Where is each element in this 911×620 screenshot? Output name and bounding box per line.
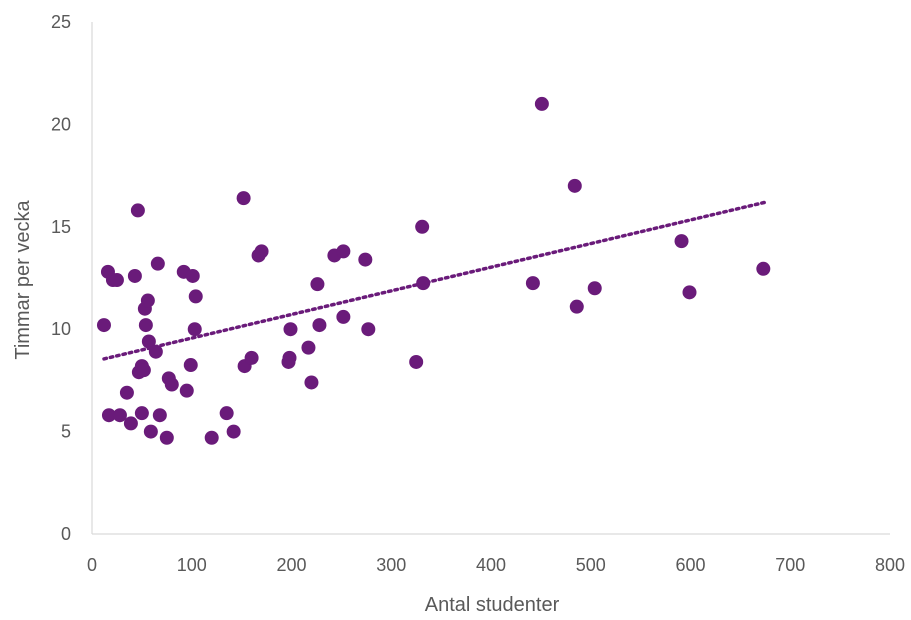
data-point [569,299,584,314]
y-tick-label: 15 [51,217,71,237]
data-point [136,363,151,378]
data-point [312,318,327,333]
data-point [674,234,689,249]
data-point [119,385,134,400]
data-point [143,424,158,439]
data-point [185,268,200,283]
y-tick-labels: 0 5 10 15 20 25 [51,12,71,544]
data-points [96,96,771,445]
data-point [187,322,202,337]
data-point [282,350,297,365]
x-tick-label: 300 [376,555,406,575]
data-point [682,285,697,300]
data-point [112,408,127,423]
data-point [226,424,241,439]
data-point [183,358,198,373]
data-point [159,430,174,445]
data-point [130,203,145,218]
x-tick-label: 0 [87,555,97,575]
data-point [415,219,430,234]
data-point [525,276,540,291]
data-point [310,277,325,292]
data-point [140,293,155,308]
y-tick-label: 10 [51,319,71,339]
data-point [301,340,316,355]
trendline [102,200,768,361]
data-point [361,322,376,337]
data-point [152,408,167,423]
y-tick-label: 20 [51,114,71,134]
data-point [254,244,269,259]
x-tick-label: 100 [177,555,207,575]
data-point [756,261,771,276]
data-point [336,244,351,259]
data-point [138,318,153,333]
data-point [141,334,156,349]
data-point [164,377,179,392]
data-point [127,268,142,283]
x-tick-label: 400 [476,555,506,575]
data-point [134,406,149,421]
x-tick-label: 500 [576,555,606,575]
x-tick-labels: 0 100 200 300 400 500 600 700 800 [87,555,905,575]
data-point [336,309,351,324]
data-point [188,289,203,304]
data-point [587,281,602,296]
data-point [534,96,549,111]
x-tick-label: 700 [775,555,805,575]
y-tick-label: 5 [61,422,71,442]
data-point [283,322,298,337]
data-point [358,252,373,267]
data-point [96,318,111,333]
data-point [123,416,138,431]
data-point [304,375,319,390]
x-tick-label: 800 [875,555,905,575]
data-point [179,383,194,398]
y-axis-title: Timmar per vecka [12,199,34,359]
y-tick-label: 25 [51,12,71,32]
x-tick-label: 200 [276,555,306,575]
data-point [409,354,424,369]
data-point [236,191,251,206]
data-point [101,408,116,423]
x-axis-title: Antal studenter [425,594,560,615]
data-point [219,406,234,421]
data-point [109,273,124,288]
data-point [204,430,219,445]
data-point [567,178,582,193]
y-tick-label: 0 [61,524,71,544]
x-tick-label: 600 [675,555,705,575]
data-point [150,256,165,271]
data-point [244,350,259,365]
